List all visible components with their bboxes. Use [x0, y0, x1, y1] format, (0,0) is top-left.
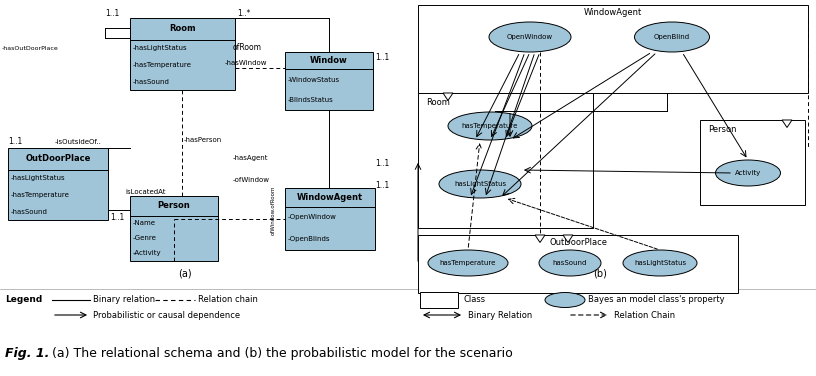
Text: Person: Person [157, 201, 190, 210]
Text: -hasSound: -hasSound [11, 209, 48, 215]
Text: (a) The relational schema and (b) the probabilistic model for the scenario: (a) The relational schema and (b) the pr… [52, 347, 512, 361]
Text: -WindowStatus: -WindowStatus [288, 77, 340, 83]
Text: hasLightStatus: hasLightStatus [454, 181, 506, 187]
Text: OutDoorPlace: OutDoorPlace [549, 238, 607, 247]
Text: -OpenBlinds: -OpenBlinds [288, 236, 330, 242]
Ellipse shape [439, 170, 521, 198]
Text: Bayes an model class's property: Bayes an model class's property [588, 296, 725, 305]
Text: isLocatedAt: isLocatedAt [125, 189, 166, 195]
Bar [420, 292, 458, 308]
Text: 1..1: 1..1 [110, 214, 124, 223]
Text: OpenBlind: OpenBlind [654, 34, 690, 40]
Text: 1..1: 1..1 [105, 9, 119, 18]
Text: -hasTemperature: -hasTemperature [133, 62, 192, 68]
Text: -hasLightStatus: -hasLightStatus [133, 45, 188, 51]
Ellipse shape [635, 22, 709, 52]
Text: Fig. 1.: Fig. 1. [5, 347, 50, 361]
Text: Binary relation: Binary relation [93, 296, 155, 305]
Text: -isOutsideOf..: -isOutsideOf.. [55, 139, 102, 145]
Bar [130, 196, 218, 261]
Text: Person: Person [708, 125, 737, 134]
Text: Legend: Legend [5, 296, 42, 305]
Text: -hasWindow: -hasWindow [225, 60, 268, 66]
Bar [285, 52, 373, 110]
Bar [285, 188, 375, 250]
Ellipse shape [716, 160, 780, 186]
Text: -Genre: -Genre [133, 235, 157, 241]
Text: Room: Room [426, 98, 450, 107]
Text: (a): (a) [178, 268, 192, 278]
Text: -BlindsStatus: -BlindsStatus [288, 97, 334, 103]
Text: 1..1: 1..1 [375, 53, 389, 62]
Text: -hasOutDoorPlace: -hasOutDoorPlace [2, 45, 59, 50]
Text: ofRoom: ofRoom [233, 44, 262, 53]
Text: hasTemperature: hasTemperature [462, 123, 518, 129]
Text: 1..1: 1..1 [8, 138, 22, 147]
Bar [418, 235, 738, 293]
Text: -hasPerson: -hasPerson [184, 137, 222, 143]
Ellipse shape [623, 250, 697, 276]
Text: 1..*: 1..* [237, 9, 251, 18]
Ellipse shape [545, 293, 585, 308]
Text: Binary Relation: Binary Relation [468, 311, 532, 320]
Bar [8, 148, 108, 220]
Text: 1..1: 1..1 [375, 180, 389, 190]
Text: Probabilistic or causal dependence: Probabilistic or causal dependence [93, 311, 240, 320]
Text: -ofWindow: -ofWindow [233, 177, 270, 183]
Text: -Activity: -Activity [133, 250, 162, 256]
Text: -hasLightStatus: -hasLightStatus [11, 175, 65, 181]
Ellipse shape [448, 112, 532, 140]
Text: 1..1: 1..1 [375, 159, 389, 167]
Text: Relation chain: Relation chain [198, 296, 258, 305]
Text: Window: Window [310, 56, 348, 65]
Text: -Name: -Name [133, 220, 156, 226]
Text: hasTemperature: hasTemperature [440, 260, 496, 266]
Bar [418, 5, 808, 93]
Text: Room: Room [169, 24, 196, 33]
Ellipse shape [539, 250, 601, 276]
Text: ofWindow.ofRoom: ofWindow.ofRoom [270, 185, 276, 235]
Ellipse shape [428, 250, 508, 276]
Text: Activity: Activity [735, 170, 761, 176]
Text: hasSound: hasSound [552, 260, 588, 266]
Text: OpenWindow: OpenWindow [507, 34, 553, 40]
Text: Class: Class [464, 296, 486, 305]
Bar [700, 120, 805, 205]
Text: -OpenWindow: -OpenWindow [288, 214, 337, 220]
Polygon shape [443, 93, 453, 100]
Polygon shape [563, 235, 573, 243]
Bar [130, 18, 235, 90]
Text: hasLightStatus: hasLightStatus [634, 260, 686, 266]
Text: Relation Chain: Relation Chain [614, 311, 675, 320]
Text: WindowAgent: WindowAgent [297, 193, 363, 202]
Text: (b): (b) [593, 268, 607, 278]
Text: -hasTemperature: -hasTemperature [11, 192, 70, 198]
Text: -hasSound: -hasSound [133, 79, 170, 85]
Text: WindowAgent: WindowAgent [584, 8, 642, 17]
Ellipse shape [489, 22, 571, 52]
Polygon shape [782, 120, 792, 127]
Bar [418, 93, 593, 228]
Polygon shape [535, 235, 545, 243]
Text: OutDoorPlace: OutDoorPlace [25, 154, 91, 163]
Text: -hasAgent: -hasAgent [233, 155, 268, 161]
